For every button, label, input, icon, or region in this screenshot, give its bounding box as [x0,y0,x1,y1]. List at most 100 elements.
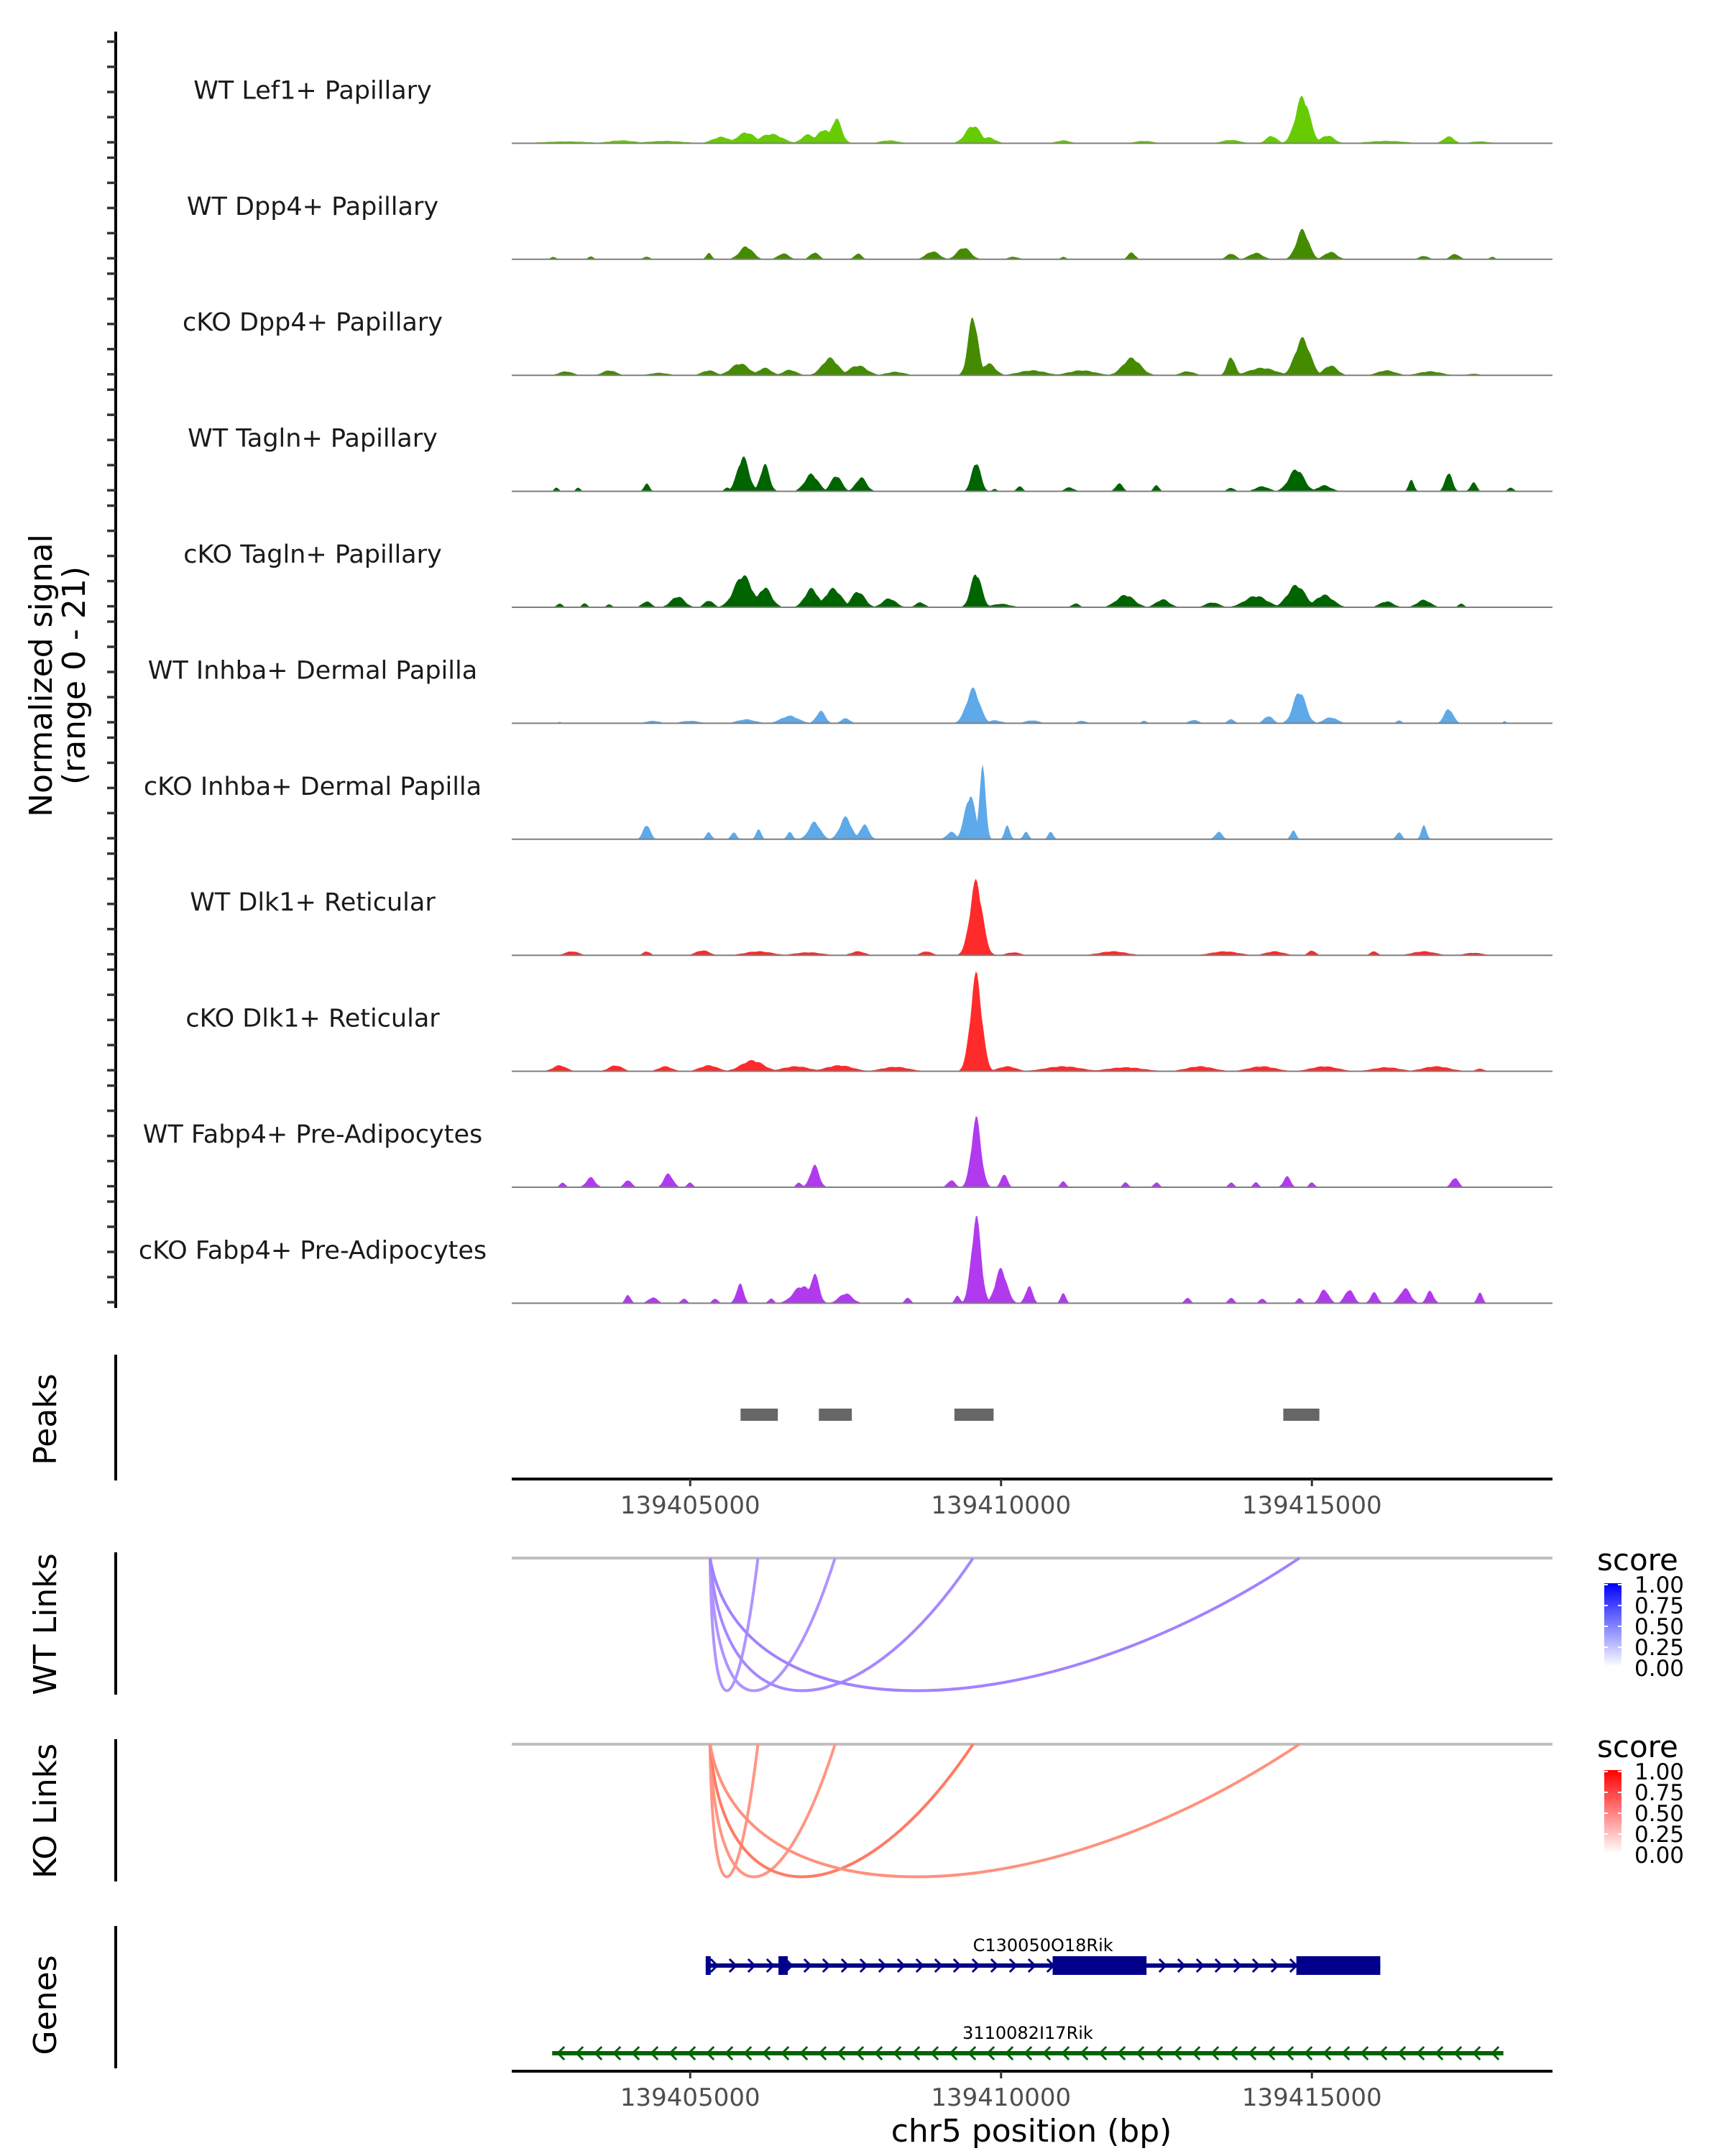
track-label: cKO Inhba+ Dermal Papilla [144,773,482,801]
legend-tick-label: 0.25 [1634,1635,1684,1661]
peaks-track [740,1409,1320,1421]
links-track [512,1557,1552,1692]
track-label: WT Fabp4+ Pre-Adipocytes [143,1120,482,1149]
strand-arrow [728,1958,738,1973]
strand-arrow [747,1958,757,1973]
strand-arrow [840,1958,850,1973]
strand-arrow [575,2045,584,2061]
legend-tick-label: 0.50 [1634,1614,1684,1640]
gene: C130050O18Rik [705,1935,1381,1975]
peak-region [954,1409,994,1421]
strand-arrow [1491,2045,1500,2061]
strand-arrow [631,2045,640,2061]
strand-arrow [762,2045,771,2061]
coverage-track: cKO Fabp4+ Pre-Adipocytes [139,1215,1552,1304]
coverage-track: cKO Dpp4+ Papillary [183,308,1552,377]
ko-links-title: KO Links [27,1743,64,1879]
strand-arrow [971,1958,981,1973]
strand-arrow [1080,2045,1089,2061]
strand-arrow [967,2045,977,2061]
strand-arrow [709,1958,719,1973]
link-arc [708,1743,837,1879]
strand-arrow [1177,1958,1187,1973]
peak-region [1283,1409,1320,1421]
strand-arrow [1117,2045,1126,2061]
strand-arrow [990,1958,1000,1973]
strand-arrow [911,2045,921,2061]
strand-arrow [1195,1958,1205,1973]
strand-arrow [934,1958,944,1973]
coverage-area [512,878,1552,956]
legend-tick-label: 0.00 [1634,1843,1684,1869]
track-label: WT Dpp4+ Papillary [187,193,438,221]
strand-arrow [1397,2045,1407,2061]
coverage-track: cKO Dlk1+ Reticular [185,971,1552,1072]
legend-colorbar [1604,1583,1622,1667]
strand-arrow [1304,2045,1313,2061]
wt-links-label: WT Links [27,1553,64,1695]
coverage-area [512,687,1552,724]
strand-arrow [1098,2045,1108,2061]
y-axis-title-line1: Normalized signal [23,534,60,817]
y-axis-ticks [107,40,116,1304]
genes-label: Genes [27,1955,64,2055]
strand-arrow [1229,2045,1238,2061]
strand-arrow [1210,2045,1220,2061]
coverage-track: WT Lef1+ Papillary [193,76,1552,144]
strand-arrow [1042,2045,1052,2061]
x-tick-label: 139410000 [931,2083,1071,2112]
track-label: WT Tagln+ Papillary [188,425,438,453]
wt-links-title: WT Links [27,1553,64,1695]
strand-arrow [878,1958,888,1973]
legend-tick-label: 0.25 [1634,1822,1684,1848]
strand-arrow [781,2045,790,2061]
strand-arrow [874,2045,883,2061]
coverage-area [512,1116,1552,1187]
coverage-area [512,96,1552,144]
y-axis-title-line2: (range 0 - 21) [56,566,93,785]
strand-arrow [1158,1958,1168,1973]
strand-arrow [1136,2045,1145,2061]
gene-exon [1296,1956,1381,1975]
coverage-area [512,317,1552,376]
x-axis-bottom: 139405000 139410000 139415000 [512,2070,1552,2112]
ko-links-label: KO Links [27,1743,64,1879]
strand-arrow [1341,2045,1351,2061]
strand-arrow [724,2045,734,2061]
strand-arrow [1285,2045,1294,2061]
strand-arrow [668,2045,678,2061]
track-label: cKO Dlk1+ Reticular [185,1005,440,1033]
strand-arrow [1360,2045,1369,2061]
peak-region [819,1409,852,1421]
peak-region [740,1409,778,1421]
legend-tick-label: 0.75 [1634,1593,1684,1619]
strand-arrow [1248,2045,1257,2061]
genes-title: Genes [27,1955,64,2055]
coverage-track: WT Fabp4+ Pre-Adipocytes [143,1116,1552,1188]
legend-tick-label: 0.00 [1634,1656,1684,1682]
legend-tick-label: 1.00 [1634,1572,1684,1598]
strand-arrow [1233,1958,1243,1973]
x-axis-middle: 139405000 139410000 139415000 [512,1478,1552,1520]
legend-tick-label: 0.75 [1634,1780,1684,1806]
strand-arrow [1024,2045,1033,2061]
strand-arrow [837,2045,846,2061]
x-tick-label: 139410000 [931,1491,1071,1520]
links-track [512,1743,1552,1879]
gene-exon [1052,1956,1147,1975]
coverage-track: WT Dpp4+ Papillary [187,193,1552,260]
track-label: cKO Tagln+ Papillary [183,540,442,569]
strand-arrow [1472,2045,1481,2061]
strand-arrow [594,2045,603,2061]
strand-arrow [612,2045,622,2061]
strand-arrow [1435,2045,1444,2061]
link-arc [708,1557,760,1692]
track-label: WT Dlk1+ Reticular [190,888,436,917]
link-arc [708,1743,1301,1879]
strand-arrow [1008,1958,1018,1973]
strand-arrow [1214,1958,1224,1973]
legend-colorbar [1604,1770,1622,1853]
strand-arrow [799,2045,809,2061]
